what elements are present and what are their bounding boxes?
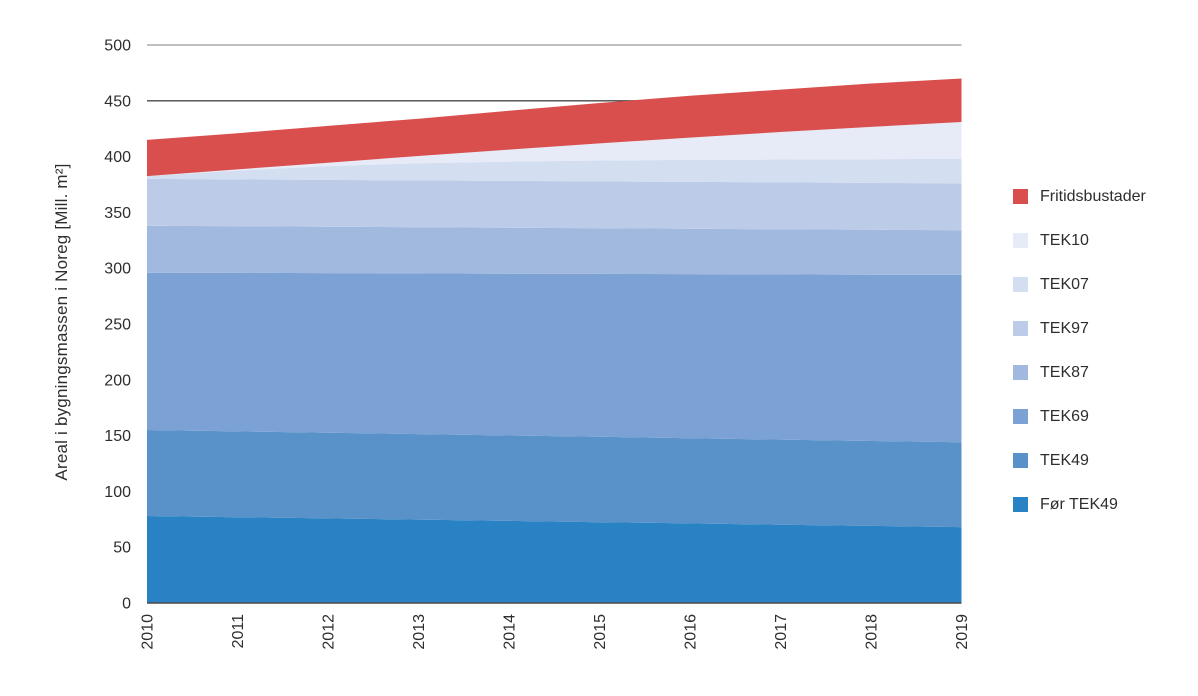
x-tick-label-2017: 2017 (773, 614, 790, 650)
legend-item-tek97: TEK97 (1013, 319, 1146, 337)
y-axis-title: Areal i bygningsmassen i Noreg [Mill. m²… (52, 163, 71, 481)
y-tick-label-200: 200 (104, 372, 131, 389)
legend-label-fritidsbustader: Fritidsbustader (1040, 187, 1146, 205)
legend-label-tek87: TEK87 (1040, 363, 1089, 381)
x-tick-label-2016: 2016 (683, 614, 700, 650)
legend-swatch-tek87 (1013, 365, 1028, 380)
y-tick-label-50: 50 (113, 540, 131, 557)
x-tick-label-2013: 2013 (411, 614, 428, 650)
legend-item-tek69: TEK69 (1013, 407, 1146, 425)
legend-label-tek69: TEK69 (1040, 407, 1089, 425)
legend-swatch-tek97 (1013, 321, 1028, 336)
legend-item-tek10: TEK10 (1013, 231, 1146, 249)
area-tek69 (147, 272, 962, 443)
legend-swatch-fritidsbustader (1013, 189, 1028, 204)
legend-item-for-tek49: Før TEK49 (1013, 495, 1146, 513)
area-tek49 (147, 430, 962, 528)
y-tick-label-100: 100 (104, 484, 131, 501)
legend-swatch-tek10 (1013, 233, 1028, 248)
legend-item-tek87: TEK87 (1013, 363, 1146, 381)
area-for-tek49 (147, 516, 962, 603)
y-tick-label-300: 300 (104, 261, 131, 278)
legend-label-for-tek49: Før TEK49 (1040, 495, 1118, 513)
x-tick-label-2015: 2015 (592, 614, 609, 650)
legend-label-tek49: TEK49 (1040, 451, 1089, 469)
legend-swatch-tek07 (1013, 277, 1028, 292)
chart-legend: Fritidsbustader TEK10 TEK07 TEK97 TEK87 TEK69… (1013, 187, 1146, 541)
x-tick-label-2019: 2019 (954, 614, 971, 650)
x-tick-label-2018: 2018 (864, 614, 881, 650)
legend-label-tek10: TEK10 (1040, 231, 1089, 249)
legend-swatch-tek69 (1013, 409, 1028, 424)
area-tek07 (147, 158, 962, 184)
x-tick-label-2014: 2014 (502, 614, 519, 650)
x-tick-label-2012: 2012 (321, 614, 338, 650)
legend-item-tek49: TEK49 (1013, 451, 1146, 469)
y-tick-label-500: 500 (104, 38, 131, 55)
area-tek10 (147, 122, 962, 177)
legend-item-fritidsbustader: Fritidsbustader (1013, 187, 1146, 205)
y-tick-label-400: 400 (104, 149, 131, 166)
x-tick-label-2011: 2011 (230, 614, 247, 649)
y-tick-label-350: 350 (104, 205, 131, 222)
legend-item-tek07: TEK07 (1013, 275, 1146, 293)
y-tick-label-150: 150 (104, 428, 131, 445)
area-tek87 (147, 225, 962, 275)
legend-swatch-for-tek49 (1013, 497, 1028, 512)
legend-swatch-tek49 (1013, 453, 1028, 468)
legend-label-tek97: TEK97 (1040, 319, 1089, 337)
legend-label-tek07: TEK07 (1040, 275, 1089, 293)
y-tick-label-450: 450 (104, 93, 131, 110)
area-tek97 (147, 178, 962, 231)
area-fritidsbustader (147, 78, 962, 177)
y-tick-label-250: 250 (104, 317, 131, 334)
y-tick-label-0: 0 (122, 596, 131, 613)
x-tick-label-2010: 2010 (140, 614, 157, 650)
